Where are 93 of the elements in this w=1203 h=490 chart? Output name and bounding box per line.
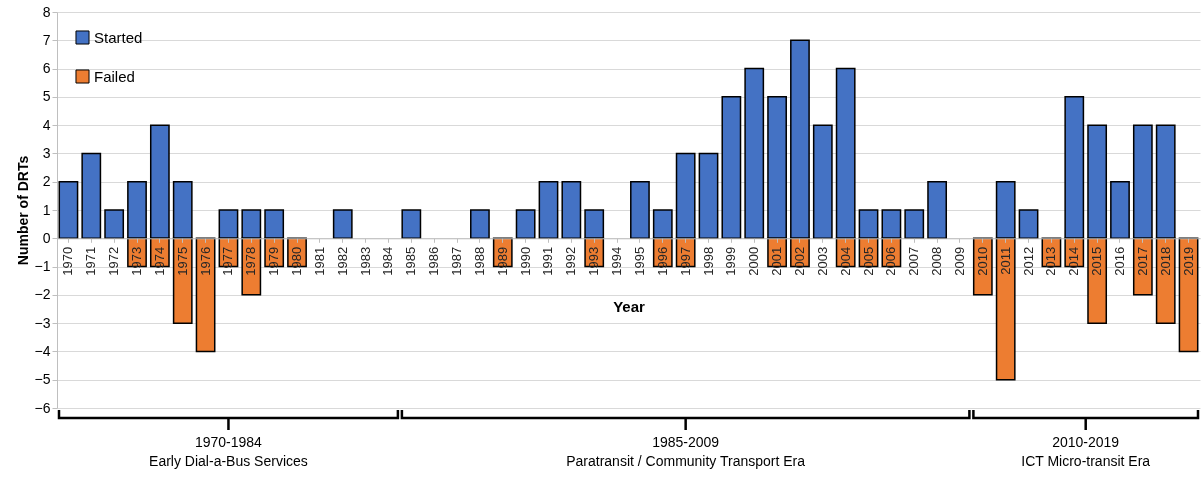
legend-label: Failed: [94, 67, 135, 85]
y-tick-label: −6: [34, 399, 51, 416]
x-tick-label: 2003: [814, 246, 830, 276]
bar: [721, 96, 742, 240]
y-tick-label: 4: [42, 116, 51, 133]
x-tick-label: 1985: [403, 246, 419, 276]
x-tick-label: 1971: [83, 246, 99, 276]
y-tick-label: −5: [34, 371, 51, 388]
x-tick-label: 1994: [609, 246, 625, 276]
bar: [812, 124, 833, 240]
y-tick-label: 8: [42, 3, 51, 20]
bar: [904, 209, 925, 240]
legend-label: Started: [94, 28, 143, 46]
x-tick-label: 2001: [769, 246, 785, 276]
x-tick-label: 1987: [449, 246, 465, 276]
x-tick-label: 2019: [1180, 246, 1196, 276]
x-tick-label: 1983: [357, 246, 373, 276]
x-tick-label: 1992: [563, 246, 579, 276]
bar: [538, 180, 559, 240]
x-tick-label: 2017: [1134, 246, 1150, 276]
x-tick-label: 2007: [906, 246, 922, 276]
bar: [744, 67, 765, 240]
x-tick-label: 1996: [654, 246, 670, 276]
y-tick-label: −3: [34, 314, 51, 331]
y-tick-label: 5: [42, 88, 51, 105]
x-tick-label: 1989: [494, 246, 510, 276]
x-tick-label: 2014: [1066, 246, 1082, 276]
x-tick-label: 1978: [243, 246, 259, 276]
x-tick-label: 1972: [106, 246, 122, 276]
bar: [1018, 209, 1039, 240]
bar: [515, 209, 536, 240]
y-tick-label: 7: [42, 31, 51, 48]
x-tick-label: 2008: [929, 246, 945, 276]
y-tick-label: 0: [42, 229, 51, 246]
x-tick-label: 2016: [1111, 246, 1127, 276]
y-tick-label: 3: [42, 144, 51, 161]
bar: [1178, 237, 1199, 353]
y-tick-label: 6: [42, 60, 51, 77]
bar: [104, 209, 125, 240]
bar: [58, 180, 79, 240]
bar: [927, 180, 947, 240]
bar: [972, 237, 993, 296]
x-tick-label: 1975: [174, 246, 190, 276]
y-tick-label: −4: [34, 342, 51, 359]
x-tick-label: 2002: [791, 246, 807, 276]
y-tick-label: 1: [42, 201, 51, 218]
x-axis-title: Year: [613, 297, 646, 315]
x-tick-label: 1973: [129, 246, 145, 276]
x-tick-label: 1988: [471, 246, 487, 276]
x-tick-label: 1980: [289, 246, 305, 276]
x-tick-label: 2015: [1089, 246, 1105, 276]
x-tick-label: 2004: [837, 246, 853, 276]
x-tick-label: 2009: [951, 246, 967, 276]
bar: [195, 237, 216, 353]
x-tick-label: 2011: [997, 246, 1013, 275]
x-tick-label: 2012: [1020, 246, 1036, 276]
bar: [1110, 180, 1130, 240]
x-tick-label: 2000: [746, 246, 762, 276]
x-tick-label: 1991: [540, 246, 556, 276]
y-tick-label: −1: [34, 258, 51, 275]
bar: [561, 180, 582, 240]
x-tick-label: 2013: [1043, 246, 1059, 276]
x-tick-label: 1990: [517, 246, 533, 276]
x-tick-label: 1977: [220, 246, 236, 276]
bar: [470, 209, 490, 240]
x-tick-label: 1998: [700, 246, 716, 276]
y-axis-title: Number of DRTs: [14, 155, 31, 266]
bar: [81, 152, 102, 240]
bar: [630, 180, 650, 240]
x-tick-label: 1981: [311, 246, 327, 276]
bar: [332, 209, 353, 240]
x-tick-label: 1986: [426, 246, 442, 276]
bar: [401, 209, 422, 240]
y-tick-label: 2: [42, 173, 51, 190]
x-tick-label: 1974: [151, 246, 167, 276]
x-tick-label: 1995: [631, 246, 647, 276]
x-tick-label: 1993: [586, 246, 602, 276]
x-tick-label: 1970: [60, 246, 76, 276]
bar: [698, 152, 719, 240]
x-tick-label: 1984: [380, 246, 396, 276]
x-tick-label: 2005: [860, 246, 876, 276]
text: 2010-2019 ICT Micro-transit Era: [1021, 433, 1151, 471]
x-tick-label: 2010: [974, 246, 990, 276]
x-tick-label: 2006: [883, 246, 899, 276]
text: 1970-1984 Early Dial-a-Bus Services: [149, 433, 308, 471]
x-tick-label: 1979: [266, 246, 282, 276]
text: 1985-2009 Paratransit / Community Transport Era: [566, 433, 806, 471]
x-tick-label: 2018: [1157, 246, 1173, 276]
y-tick-label: −2: [34, 286, 51, 303]
x-tick-label: 1999: [723, 246, 739, 276]
x-tick-label: 1982: [334, 246, 350, 276]
x-tick-label: 1997: [677, 246, 693, 276]
x-tick-label: 1976: [197, 246, 213, 276]
